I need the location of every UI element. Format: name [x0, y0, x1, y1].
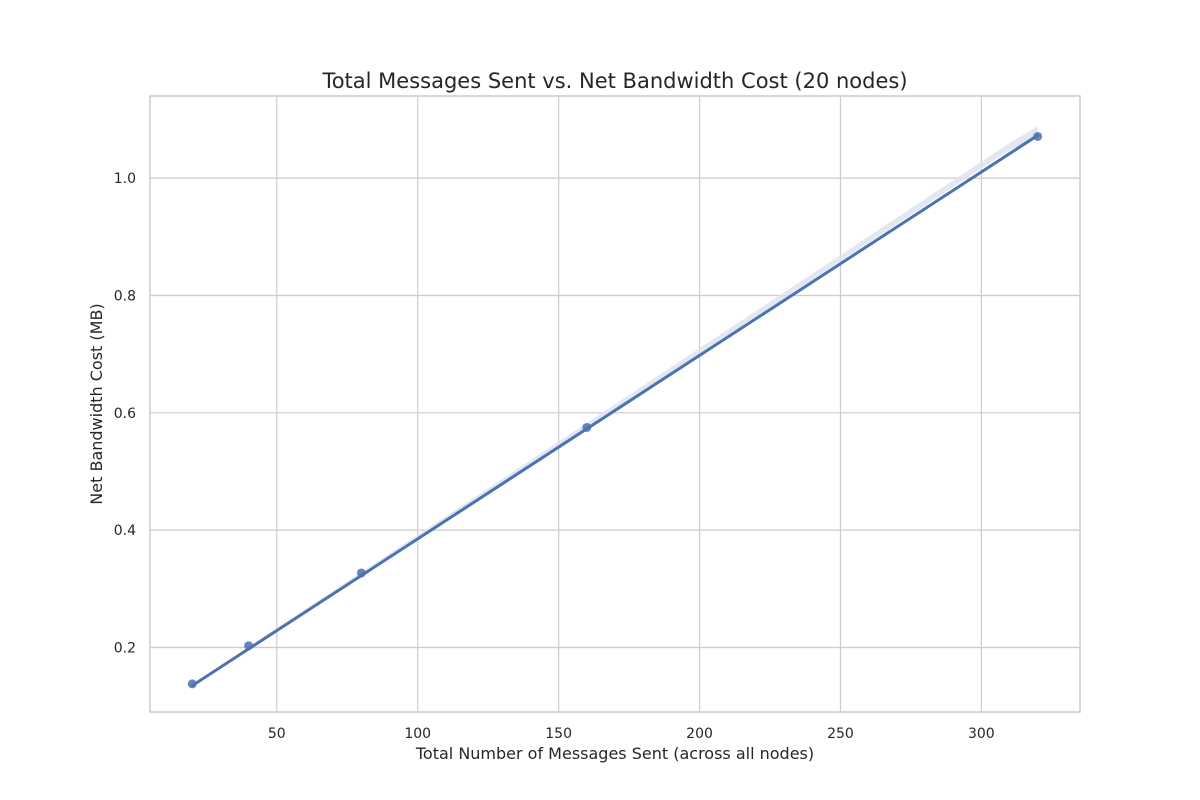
x-tick-labels: 50 100 150 200 250 300 — [268, 726, 995, 742]
plot-frame — [149, 95, 1081, 713]
x-tick-label: 300 — [968, 726, 995, 742]
data-point-layer — [187, 131, 1043, 689]
y-tick-label: 0.4 — [114, 523, 136, 539]
x-tick-label: 150 — [545, 726, 572, 742]
regression-line — [190, 133, 1040, 688]
y-tick-label: 0.2 — [114, 640, 136, 656]
x-tick-label: 250 — [827, 726, 854, 742]
y-tick-label: 0.8 — [114, 288, 136, 304]
x-tick-label: 100 — [404, 726, 431, 742]
grid — [150, 96, 1080, 712]
x-tick-label: 50 — [268, 726, 286, 742]
y-tick-labels: 0.2 0.4 0.6 0.8 1.0 — [114, 171, 136, 656]
data-point — [244, 641, 254, 651]
regression-line-layer — [190, 133, 1040, 688]
data-point — [187, 679, 197, 689]
x-tick-label: 200 — [686, 726, 713, 742]
x-axis-label: Total Number of Messages Sent (across al… — [415, 744, 814, 763]
data-point — [356, 568, 366, 578]
chart-title: Total Messages Sent vs. Net Bandwidth Co… — [321, 69, 907, 93]
y-tick-label: 0.6 — [114, 406, 136, 422]
data-point — [1033, 131, 1043, 141]
y-tick-label: 1.0 — [114, 171, 136, 187]
data-point — [582, 422, 592, 432]
y-axis-label: Net Bandwidth Cost (MB) — [87, 303, 106, 504]
